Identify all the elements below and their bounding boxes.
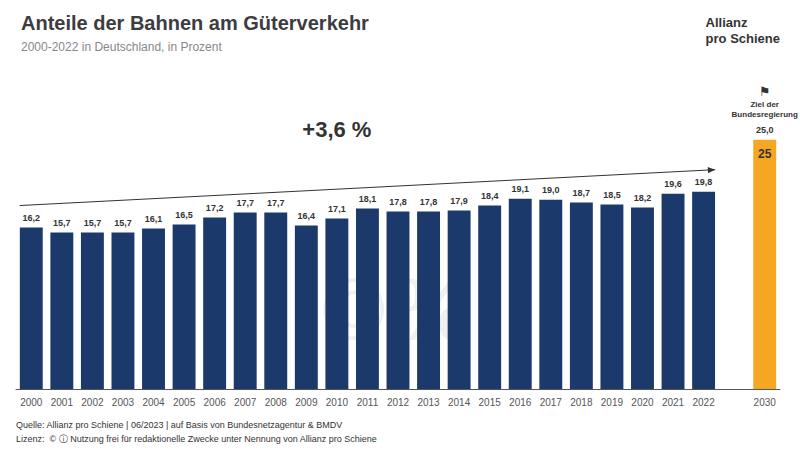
svg-text:Anteile der Bahnen am Güterver: Anteile der Bahnen am Güterverkehr (21, 12, 369, 34)
svg-text:25: 25 (758, 147, 772, 161)
svg-text:Quelle: Allianz pro Schiene |: Quelle: Allianz pro Schiene | 06/2023 | … (16, 420, 342, 430)
svg-text:2005: 2005 (173, 397, 196, 408)
svg-text:17,1: 17,1 (328, 204, 346, 214)
svg-text:2016: 2016 (509, 397, 532, 408)
svg-text:2017: 2017 (540, 397, 563, 408)
svg-text:2010: 2010 (326, 397, 349, 408)
svg-text:2021: 2021 (662, 397, 685, 408)
svg-text:18,2: 18,2 (634, 193, 652, 203)
svg-text:2015: 2015 (479, 397, 502, 408)
svg-text:18,5: 18,5 (603, 190, 621, 200)
svg-text:2030: 2030 (754, 397, 777, 408)
svg-text:17,8: 17,8 (389, 197, 407, 207)
svg-text:2006: 2006 (204, 397, 227, 408)
svg-text:+3,6 %: +3,6 % (302, 117, 371, 142)
svg-text:18,1: 18,1 (359, 194, 377, 204)
svg-text:2020: 2020 (631, 397, 654, 408)
svg-text:19,0: 19,0 (542, 185, 560, 195)
svg-text:15,7: 15,7 (53, 218, 71, 228)
svg-text:2000-2022 in Deutschland, in P: 2000-2022 in Deutschland, in Prozent (21, 40, 222, 54)
svg-text:15,7: 15,7 (114, 218, 132, 228)
svg-text:2012: 2012 (387, 397, 410, 408)
svg-text:2014: 2014 (448, 397, 471, 408)
svg-text:16,2: 16,2 (23, 213, 41, 223)
svg-text:⚑: ⚑ (759, 84, 771, 99)
svg-text:2009: 2009 (295, 397, 318, 408)
svg-text:2007: 2007 (234, 397, 257, 408)
svg-text:19,8: 19,8 (695, 177, 713, 187)
svg-text:2022: 2022 (692, 397, 715, 408)
svg-text:2011: 2011 (357, 397, 379, 408)
svg-text:17,7: 17,7 (267, 198, 285, 208)
svg-text:2013: 2013 (417, 397, 440, 408)
svg-text:25,0: 25,0 (756, 125, 774, 135)
svg-text:18,4: 18,4 (481, 191, 499, 201)
svg-text:2001: 2001 (51, 397, 74, 408)
svg-text:2000: 2000 (20, 397, 43, 408)
svg-text:16,4: 16,4 (298, 211, 316, 221)
svg-text:2008: 2008 (265, 397, 288, 408)
svg-text:Ziel der: Ziel der (750, 100, 778, 109)
svg-text:17,8: 17,8 (420, 197, 438, 207)
svg-text:pro Schiene: pro Schiene (706, 31, 780, 46)
svg-text:2004: 2004 (142, 397, 165, 408)
svg-text:19,6: 19,6 (664, 179, 682, 189)
svg-text:2018: 2018 (570, 397, 593, 408)
svg-text:Allianz: Allianz (706, 15, 748, 30)
svg-text:Lizenz: © ⓘ Nutzung frei für: Lizenz: © ⓘ Nutzung frei für redaktionel… (16, 434, 377, 444)
svg-text:15,7: 15,7 (84, 218, 102, 228)
svg-text:2019: 2019 (601, 397, 624, 408)
svg-text:16,5: 16,5 (175, 210, 193, 220)
svg-text:2002: 2002 (81, 397, 104, 408)
svg-text:18,7: 18,7 (573, 188, 591, 198)
svg-text:17,9: 17,9 (450, 196, 468, 206)
svg-text:2003: 2003 (112, 397, 135, 408)
svg-text:17,2: 17,2 (206, 203, 224, 213)
svg-text:17,7: 17,7 (236, 198, 254, 208)
svg-text:Bundesregierung: Bundesregierung (732, 110, 798, 119)
svg-text:16,1: 16,1 (145, 214, 163, 224)
svg-text:19,1: 19,1 (511, 184, 529, 194)
